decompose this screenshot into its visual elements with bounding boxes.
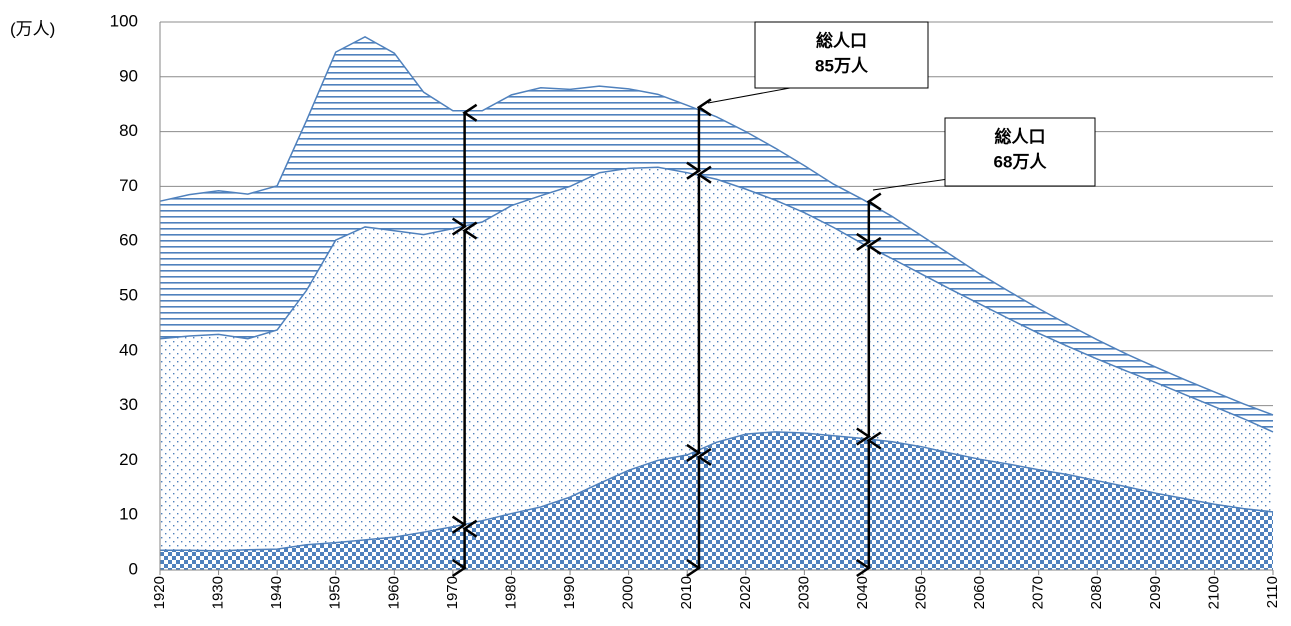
y-tick-label: 100 [110, 11, 138, 30]
x-tick-label: 1940 [268, 576, 285, 609]
callout-pointer [707, 87, 791, 104]
y-axis-label: (万人) [10, 19, 55, 38]
area-fill [160, 167, 1273, 551]
x-tick-label: 1950 [327, 576, 344, 609]
x-tick-label: 2050 [912, 576, 929, 609]
y-tick-label: 20 [119, 450, 138, 469]
y-tick-label: 50 [119, 285, 138, 304]
y-tick-label: 60 [119, 231, 138, 250]
x-tick-label: 2030 [795, 576, 812, 609]
x-tick-label: 2090 [1147, 576, 1164, 609]
callout-pointer [872, 177, 956, 191]
x-tick-label: 2110 [1264, 576, 1281, 608]
x-tick-label: 2100 [1205, 576, 1222, 609]
y-tick-label: 90 [119, 66, 138, 85]
x-tick-label: 1930 [210, 576, 227, 609]
y-tick-label: 80 [119, 121, 138, 140]
x-tick-label: 1970 [444, 576, 461, 609]
callout-text: 総人口 [816, 30, 867, 50]
callout: 総人口 68万人 [872, 117, 1096, 191]
callout-text: 85万人 [815, 56, 869, 75]
x-tick-label: 2080 [1088, 576, 1105, 609]
x-tick-label: 1980 [502, 576, 519, 609]
area-outline [159, 35, 1274, 416]
x-tick-label: 2070 [1030, 576, 1047, 609]
callout-text: 68万人 [994, 152, 1048, 171]
x-tick-label: 2000 [620, 576, 637, 609]
x-tick-label: 1960 [385, 576, 402, 609]
callout-text: 総人口 [995, 126, 1046, 146]
x-tick-label: 1990 [561, 576, 578, 609]
callout-box [944, 117, 1096, 187]
area-outline [160, 431, 1274, 552]
y-tick-label: 70 [119, 176, 138, 195]
area-outline [159, 166, 1274, 433]
x-tick-label: 2060 [971, 576, 988, 609]
x-tick-label: 1920 [151, 576, 168, 609]
area-fill [160, 431, 1273, 570]
callout: 総人口 85万人 [707, 21, 929, 104]
y-tick-label: 30 [119, 395, 138, 414]
y-tick-label: 10 [119, 505, 138, 524]
callout-box [754, 21, 929, 89]
area-fill [160, 36, 1273, 432]
x-tick-label: 2010 [678, 576, 695, 609]
y-tick-label: 0 [129, 559, 138, 578]
y-tick-label: 40 [119, 340, 138, 359]
x-tick-label: 2020 [737, 576, 754, 609]
x-tick-label: 2040 [854, 576, 871, 609]
